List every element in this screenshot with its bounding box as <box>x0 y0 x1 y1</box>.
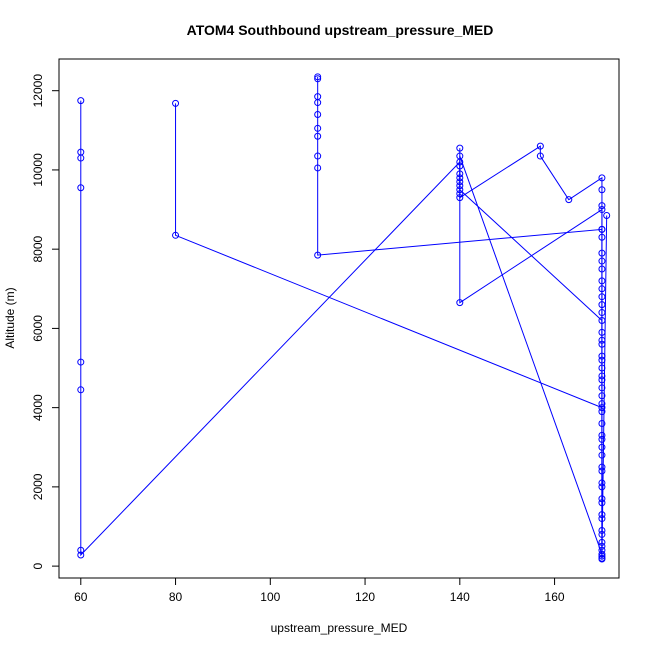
data-point <box>598 483 606 491</box>
data-point <box>172 231 180 239</box>
data-point <box>77 97 85 105</box>
data-point <box>598 336 606 344</box>
data-point <box>314 75 322 83</box>
data-point <box>314 73 322 81</box>
data-point <box>172 99 180 107</box>
data-point <box>598 376 606 384</box>
data-point <box>598 202 606 210</box>
data-point <box>598 249 606 257</box>
data-point <box>77 386 85 394</box>
data-point <box>598 265 606 273</box>
data-point <box>314 164 322 172</box>
data-point <box>536 142 544 150</box>
data-point <box>456 299 464 307</box>
data-point <box>77 551 85 559</box>
series-layer <box>77 73 611 563</box>
data-point <box>598 419 606 427</box>
data-point <box>314 132 322 140</box>
x-tick-label: 120 <box>355 590 375 604</box>
data-point <box>598 233 606 241</box>
series-line <box>459 145 608 559</box>
plot-frame <box>58 58 620 579</box>
data-point <box>598 186 606 194</box>
y-tick-label: 0 <box>31 562 45 569</box>
x-axis: 60 80 100 120 140 160 <box>74 577 565 604</box>
y-tick-label: 12000 <box>31 74 45 108</box>
data-point <box>456 144 464 152</box>
y-tick-label: 6000 <box>31 315 45 342</box>
chart-title: ATOM4 Southbound upstream_pressure_MED <box>187 22 494 38</box>
data-point <box>598 285 606 293</box>
data-point <box>565 196 573 204</box>
data-point <box>598 451 606 459</box>
data-point <box>598 555 606 563</box>
data-point <box>536 152 544 160</box>
data-point <box>598 542 606 550</box>
data-point <box>314 251 322 259</box>
x-tick-label: 160 <box>545 590 565 604</box>
data-point <box>77 154 85 162</box>
data-point <box>314 110 322 118</box>
data-point <box>77 184 85 192</box>
y-tick-label: 2000 <box>31 473 45 500</box>
data-point <box>77 546 85 554</box>
data-point <box>598 356 606 364</box>
data-point <box>456 178 464 186</box>
y-tick-label: 8000 <box>31 236 45 263</box>
data-point <box>603 211 611 219</box>
data-point <box>598 309 606 317</box>
x-tick-label: 80 <box>169 590 183 604</box>
x-tick-label: 100 <box>260 590 280 604</box>
data-point <box>598 515 606 523</box>
y-tick-label: 4000 <box>31 394 45 421</box>
data-point <box>314 152 322 160</box>
series-line <box>175 103 603 555</box>
data-point <box>598 174 606 182</box>
data-point <box>456 194 464 202</box>
data-point <box>77 358 85 366</box>
y-axis: 0 2000 4000 6000 8000 10000 12000 <box>31 74 60 569</box>
data-point <box>314 99 322 107</box>
x-axis-label: upstream_pressure_MED <box>271 621 408 635</box>
y-axis-label: Altitude (m) <box>3 287 17 348</box>
series-line <box>80 100 603 559</box>
x-tick-label: 140 <box>450 590 470 604</box>
y-tick-label: 10000 <box>31 153 45 187</box>
x-tick-label: 60 <box>74 590 88 604</box>
data-point <box>598 392 606 400</box>
data-point <box>314 124 322 132</box>
data-point <box>456 162 464 170</box>
